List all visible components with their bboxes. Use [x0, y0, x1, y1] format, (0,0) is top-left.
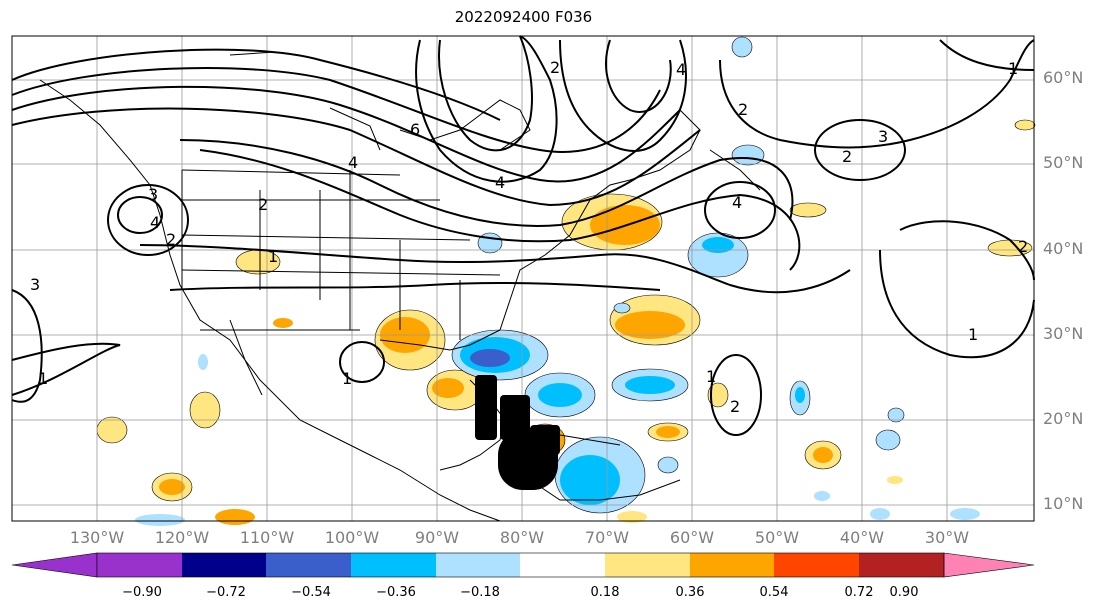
colorbar-tick-label: 0.72 [844, 585, 874, 600]
contour-label: 2 [258, 195, 268, 214]
colorbar-segment [182, 553, 266, 577]
map-title: 2022092400 F036 [454, 8, 593, 26]
contour-label-group: 2 4 6 4 6 4 2 4 3 2 1 2 3 1 1 2 1 1 1 2 … [30, 58, 1028, 416]
colorbar-tick-label: −0.72 [206, 585, 246, 600]
contour-label: 2 [1018, 237, 1028, 256]
colorbar-tick-label: −0.36 [376, 585, 416, 600]
colorbar-high-extend [943, 552, 1035, 578]
lon-label: 80°W [499, 528, 545, 547]
colorbar-segment [266, 553, 351, 577]
lon-label: 40°W [839, 528, 885, 547]
lon-label: 110°W [239, 528, 295, 547]
colorbar [11, 552, 1035, 578]
contour-label: 3 [148, 185, 158, 204]
colorbar-segment [436, 553, 520, 577]
contour-label: 4 [150, 213, 160, 232]
contour-label: 1 [1008, 59, 1018, 78]
lon-label: 120°W [154, 528, 210, 547]
lat-label: 20°N [1043, 409, 1084, 428]
lon-label: 60°W [669, 528, 715, 547]
colorbar-tick-label: −0.18 [460, 585, 500, 600]
contour-label: 2 [166, 230, 176, 249]
colorbar-tick-label: 0.18 [590, 585, 620, 600]
colorbar-tick-label: −0.90 [122, 585, 162, 600]
colorbar-tick-label: 0.54 [759, 585, 789, 600]
contour-label: 1 [342, 369, 352, 388]
lon-label: 30°W [924, 528, 970, 547]
colorbar-segment [690, 553, 774, 577]
stipple-markers [475, 375, 560, 490]
contour-label: 4 [676, 60, 686, 79]
lon-label: 50°W [754, 528, 800, 547]
contour-label: 2 [738, 100, 748, 119]
contour-label: 1 [38, 369, 48, 388]
lat-label: 10°N [1043, 494, 1084, 513]
colorbar-segment [351, 553, 436, 577]
lat-label: 50°N [1043, 153, 1084, 172]
contour-label: 2 [550, 58, 560, 77]
contour-label: 1 [268, 247, 278, 266]
colorbar-segment [520, 553, 605, 577]
contour-label: 4 [348, 153, 358, 172]
lon-label: 90°W [414, 528, 460, 547]
contour-label: 3 [30, 275, 40, 294]
lat-label: 40°N [1043, 239, 1084, 258]
colorbar-segment [97, 553, 182, 577]
contour-label: 1 [968, 325, 978, 344]
contour-label: 4 [495, 173, 505, 192]
colorbar-tick-label: −0.54 [291, 585, 331, 600]
contour-label: 6 [410, 120, 420, 139]
colorbar-tick-label: 0.36 [675, 585, 705, 600]
colorbar-low-extend [11, 552, 98, 578]
lat-label: 60°N [1043, 68, 1084, 87]
colorbar-tick-label: 0.90 [889, 585, 919, 600]
contour-label: 3 [878, 127, 888, 146]
lon-label: 130°W [69, 528, 125, 547]
contour-lines [11, 35, 1035, 436]
lon-label: 100°W [324, 528, 380, 547]
lon-label: 70°W [584, 528, 630, 547]
colorbar-segment [605, 553, 690, 577]
map-panel: 2 4 6 4 6 4 2 4 3 2 1 2 3 1 1 2 1 1 1 2 … [11, 35, 1036, 526]
lat-label: 30°N [1043, 324, 1084, 343]
contour-label: 1 [706, 367, 716, 386]
contour-label: 2 [730, 397, 740, 416]
colorbar-segment [859, 553, 944, 577]
contour-label: 4 [732, 193, 742, 212]
colorbar-segment [774, 553, 859, 577]
contour-label: 2 [842, 147, 852, 166]
